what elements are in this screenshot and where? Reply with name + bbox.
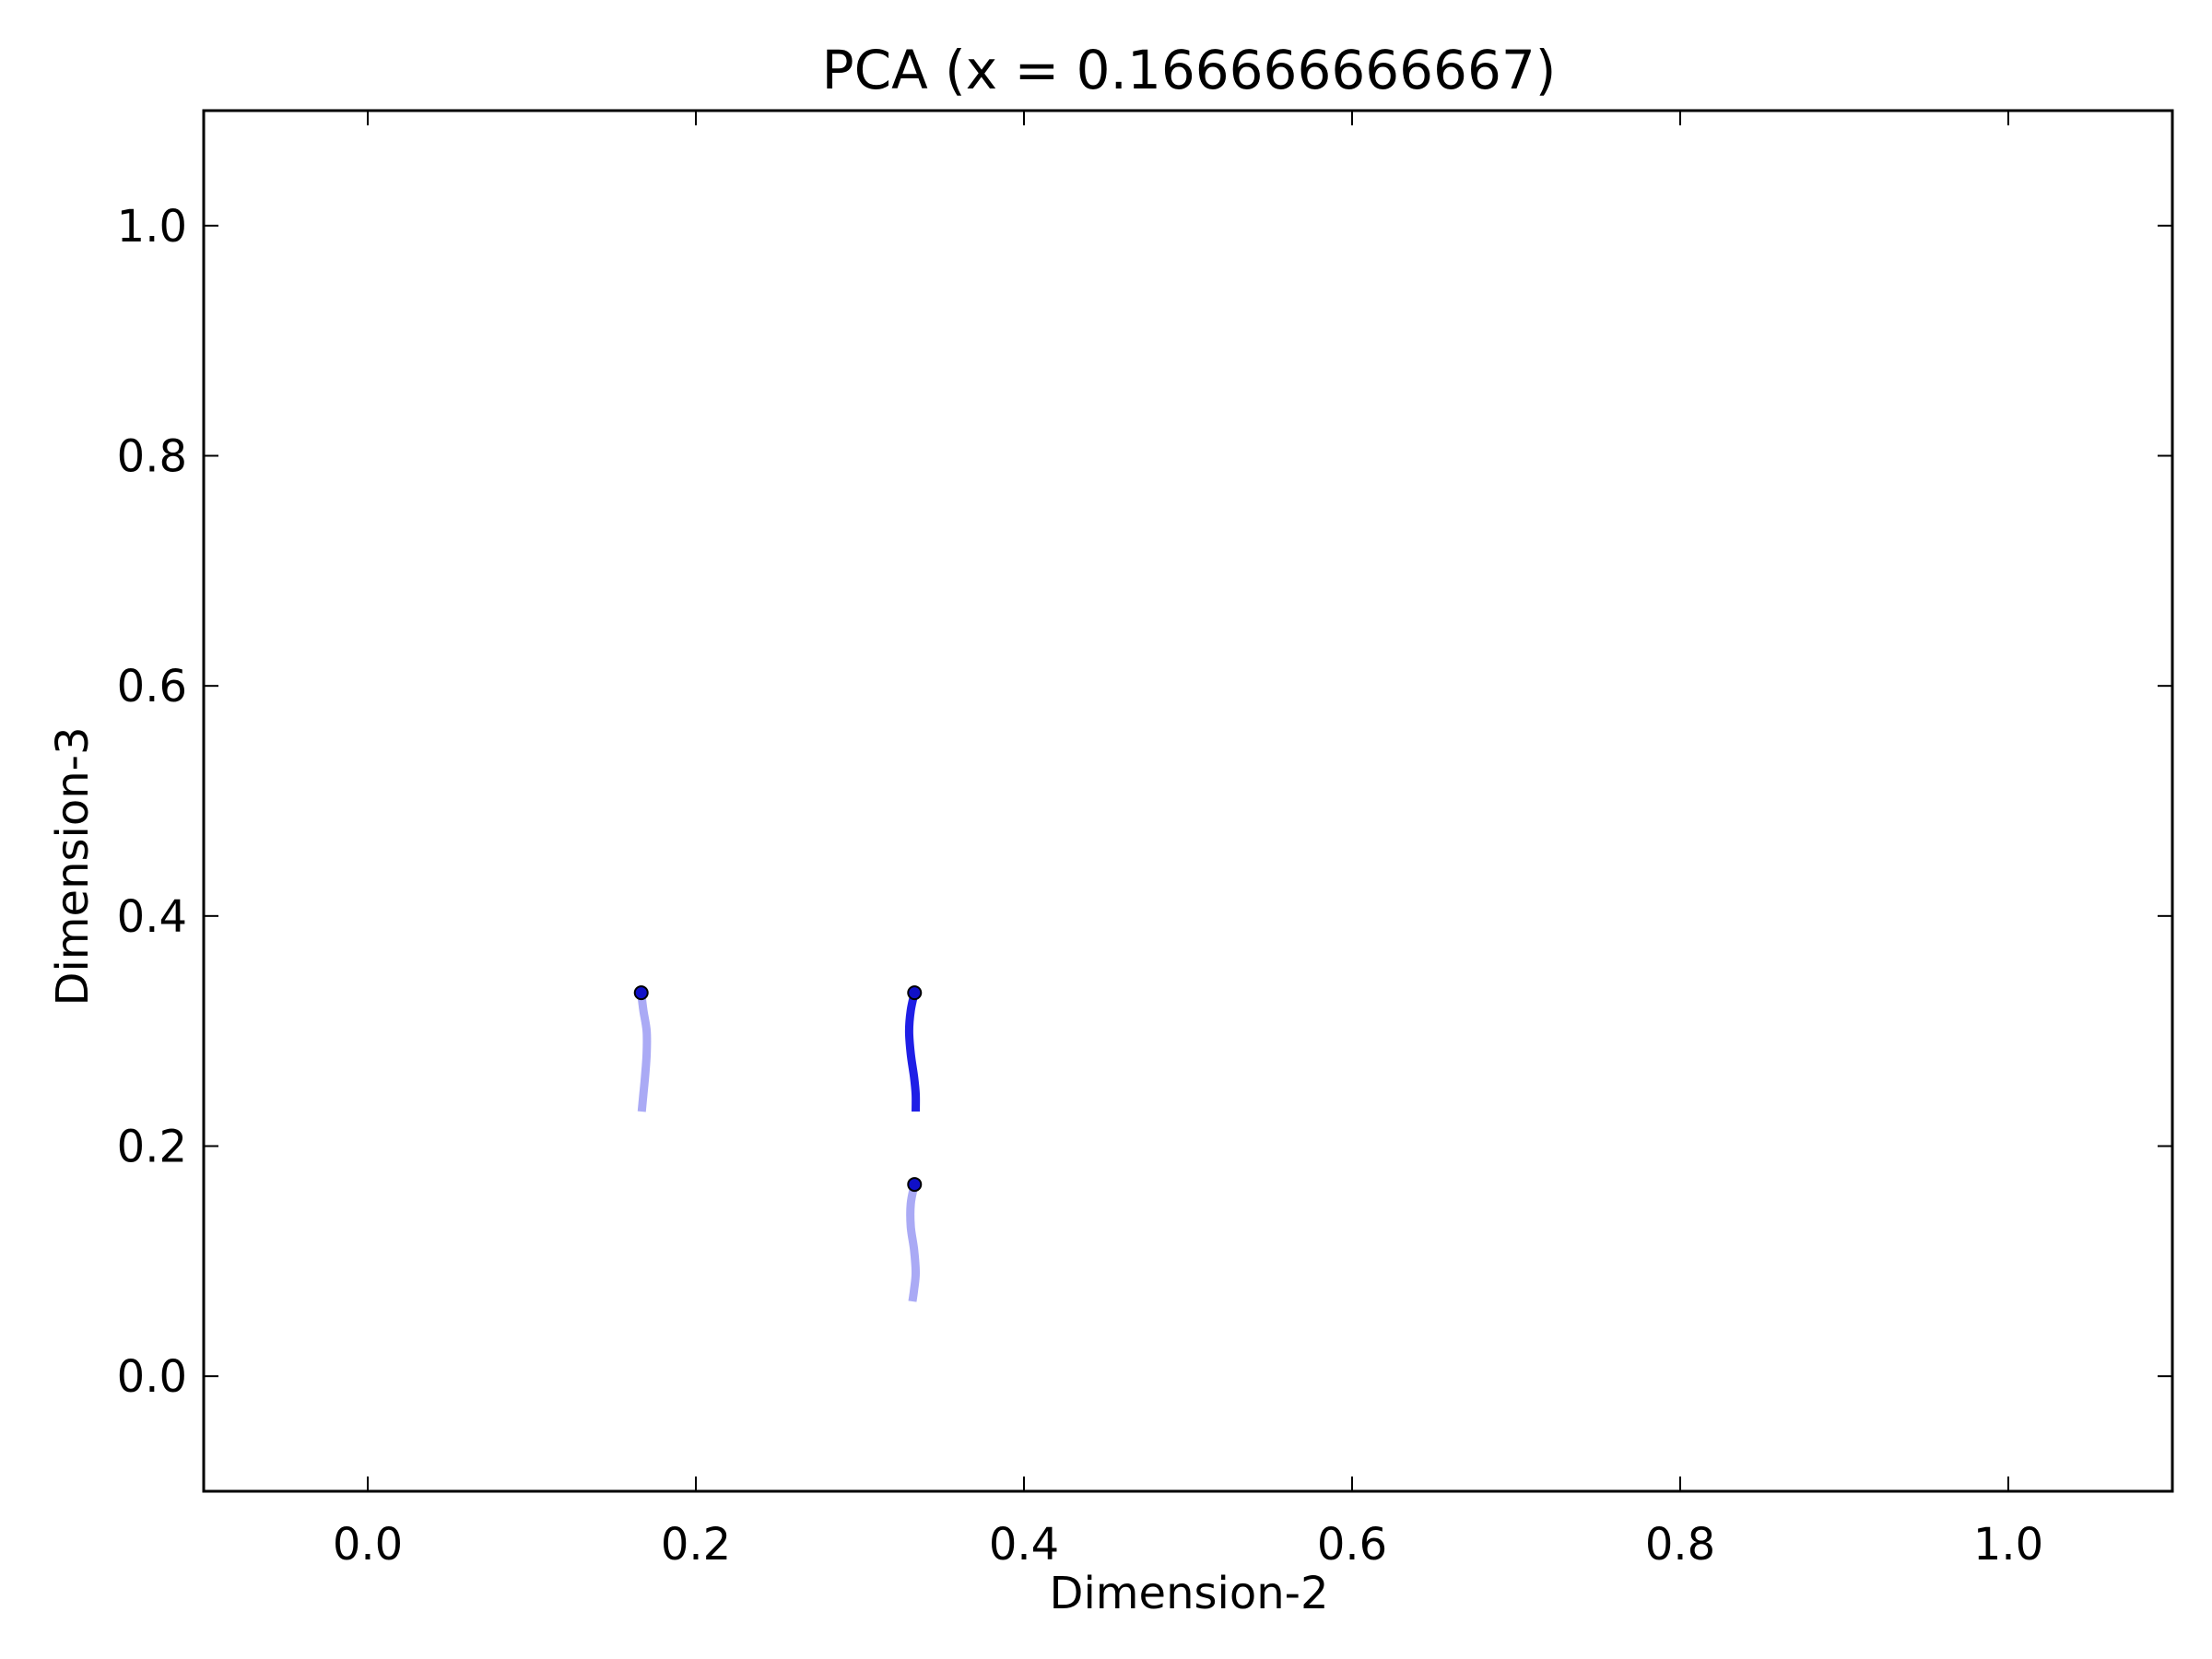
- series-line-1: [641, 993, 647, 1112]
- y-tick-label: 0.6: [117, 661, 187, 712]
- y-tick-label: 0.2: [117, 1122, 187, 1173]
- x-tick-label: 0.4: [989, 1519, 1059, 1571]
- series-line-2: [909, 993, 915, 1112]
- y-tick-label: 1.0: [117, 201, 187, 253]
- series-marker-1: [635, 986, 648, 999]
- y-tick-label: 0.4: [117, 891, 187, 943]
- plot-frame: [204, 111, 2172, 1491]
- y-tick-label: 0.8: [117, 431, 187, 483]
- series-line-3: [911, 1184, 916, 1301]
- x-tick-label: 1.0: [1973, 1519, 2043, 1571]
- axis-ticks: 0.0 0.2 0.4 0.6 0.8 1.0 0.0 0.2 0.4 0.6 0.8 1.0: [117, 111, 2172, 1571]
- y-tick-label: 0.0: [117, 1351, 187, 1403]
- y-axis-label: Dimension-3: [47, 727, 99, 1006]
- x-tick-label: 0.6: [1317, 1519, 1387, 1571]
- chart-title: PCA (x = 0.166666666667): [822, 39, 1557, 101]
- series-marker-3: [908, 1178, 921, 1191]
- series-marker-2: [908, 986, 921, 999]
- x-axis-label: Dimension-2: [1050, 1568, 1329, 1619]
- series-group: [635, 986, 922, 1301]
- x-tick-label: 0.2: [661, 1519, 731, 1571]
- x-tick-label: 0.0: [333, 1519, 403, 1571]
- x-tick-label: 0.8: [1645, 1519, 1715, 1571]
